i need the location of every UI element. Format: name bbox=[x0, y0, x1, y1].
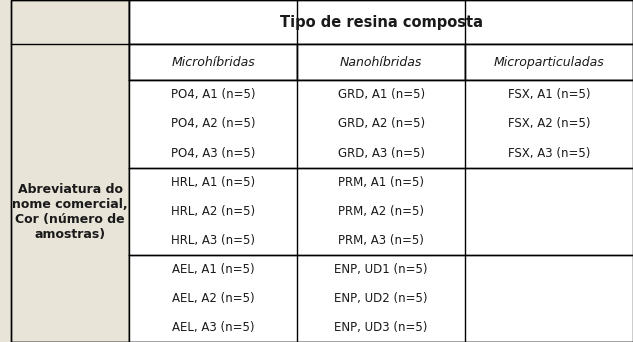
Bar bbox=[465, 168, 633, 197]
Bar bbox=[129, 0, 633, 44]
Bar bbox=[298, 255, 465, 284]
Bar bbox=[129, 284, 298, 313]
Text: GRD, A3 (n=5): GRD, A3 (n=5) bbox=[337, 146, 425, 160]
Bar bbox=[298, 80, 465, 109]
Text: ENP, UD1 (n=5): ENP, UD1 (n=5) bbox=[334, 263, 428, 276]
Text: FSX, A1 (n=5): FSX, A1 (n=5) bbox=[508, 88, 591, 102]
Bar bbox=[129, 44, 298, 80]
Bar bbox=[465, 44, 633, 80]
Bar bbox=[465, 313, 633, 342]
Bar bbox=[129, 168, 298, 197]
Text: Microparticuladas: Microparticuladas bbox=[494, 56, 605, 69]
Bar bbox=[129, 197, 298, 226]
Bar bbox=[465, 139, 633, 168]
Text: AEL, A1 (n=5): AEL, A1 (n=5) bbox=[172, 263, 254, 276]
Text: Abreviatura do
nome comercial,
Cor (número de
amostras): Abreviatura do nome comercial, Cor (núme… bbox=[13, 183, 128, 241]
Bar bbox=[129, 109, 298, 139]
Bar bbox=[129, 255, 298, 284]
Bar bbox=[298, 109, 465, 139]
Text: HRL, A3 (n=5): HRL, A3 (n=5) bbox=[172, 234, 255, 247]
Text: FSX, A2 (n=5): FSX, A2 (n=5) bbox=[508, 117, 591, 131]
Text: HRL, A2 (n=5): HRL, A2 (n=5) bbox=[172, 205, 255, 218]
Text: PRM, A2 (n=5): PRM, A2 (n=5) bbox=[338, 205, 424, 218]
Bar bbox=[465, 109, 633, 139]
Text: Nanohíbridas: Nanohíbridas bbox=[340, 56, 422, 69]
Text: AEL, A2 (n=5): AEL, A2 (n=5) bbox=[172, 292, 254, 305]
Text: PO4, A2 (n=5): PO4, A2 (n=5) bbox=[171, 117, 256, 131]
Bar bbox=[129, 226, 298, 255]
Bar bbox=[11, 0, 129, 342]
Text: GRD, A2 (n=5): GRD, A2 (n=5) bbox=[337, 117, 425, 131]
Bar bbox=[465, 197, 633, 226]
Bar bbox=[298, 168, 465, 197]
Text: FSX, A3 (n=5): FSX, A3 (n=5) bbox=[508, 146, 590, 160]
Text: PRM, A1 (n=5): PRM, A1 (n=5) bbox=[338, 175, 424, 189]
Text: HRL, A1 (n=5): HRL, A1 (n=5) bbox=[172, 175, 255, 189]
Text: PRM, A3 (n=5): PRM, A3 (n=5) bbox=[338, 234, 424, 247]
Bar bbox=[298, 139, 465, 168]
Text: Tipo de resina composta: Tipo de resina composta bbox=[280, 15, 483, 30]
Bar bbox=[129, 139, 298, 168]
Text: PO4, A1 (n=5): PO4, A1 (n=5) bbox=[171, 88, 256, 102]
Text: AEL, A3 (n=5): AEL, A3 (n=5) bbox=[172, 321, 254, 334]
Text: ENP, UD2 (n=5): ENP, UD2 (n=5) bbox=[334, 292, 428, 305]
Bar bbox=[298, 226, 465, 255]
Text: PO4, A3 (n=5): PO4, A3 (n=5) bbox=[171, 146, 256, 160]
Bar bbox=[129, 80, 298, 109]
Bar bbox=[465, 80, 633, 109]
Bar bbox=[298, 197, 465, 226]
Bar bbox=[465, 226, 633, 255]
Bar bbox=[465, 284, 633, 313]
Bar bbox=[465, 255, 633, 284]
Bar bbox=[129, 0, 633, 342]
Bar bbox=[129, 313, 298, 342]
Text: GRD, A1 (n=5): GRD, A1 (n=5) bbox=[337, 88, 425, 102]
Text: Microhíbridas: Microhíbridas bbox=[172, 56, 255, 69]
Bar bbox=[298, 313, 465, 342]
Bar bbox=[298, 44, 465, 80]
Text: ENP, UD3 (n=5): ENP, UD3 (n=5) bbox=[334, 321, 428, 334]
Bar bbox=[298, 284, 465, 313]
